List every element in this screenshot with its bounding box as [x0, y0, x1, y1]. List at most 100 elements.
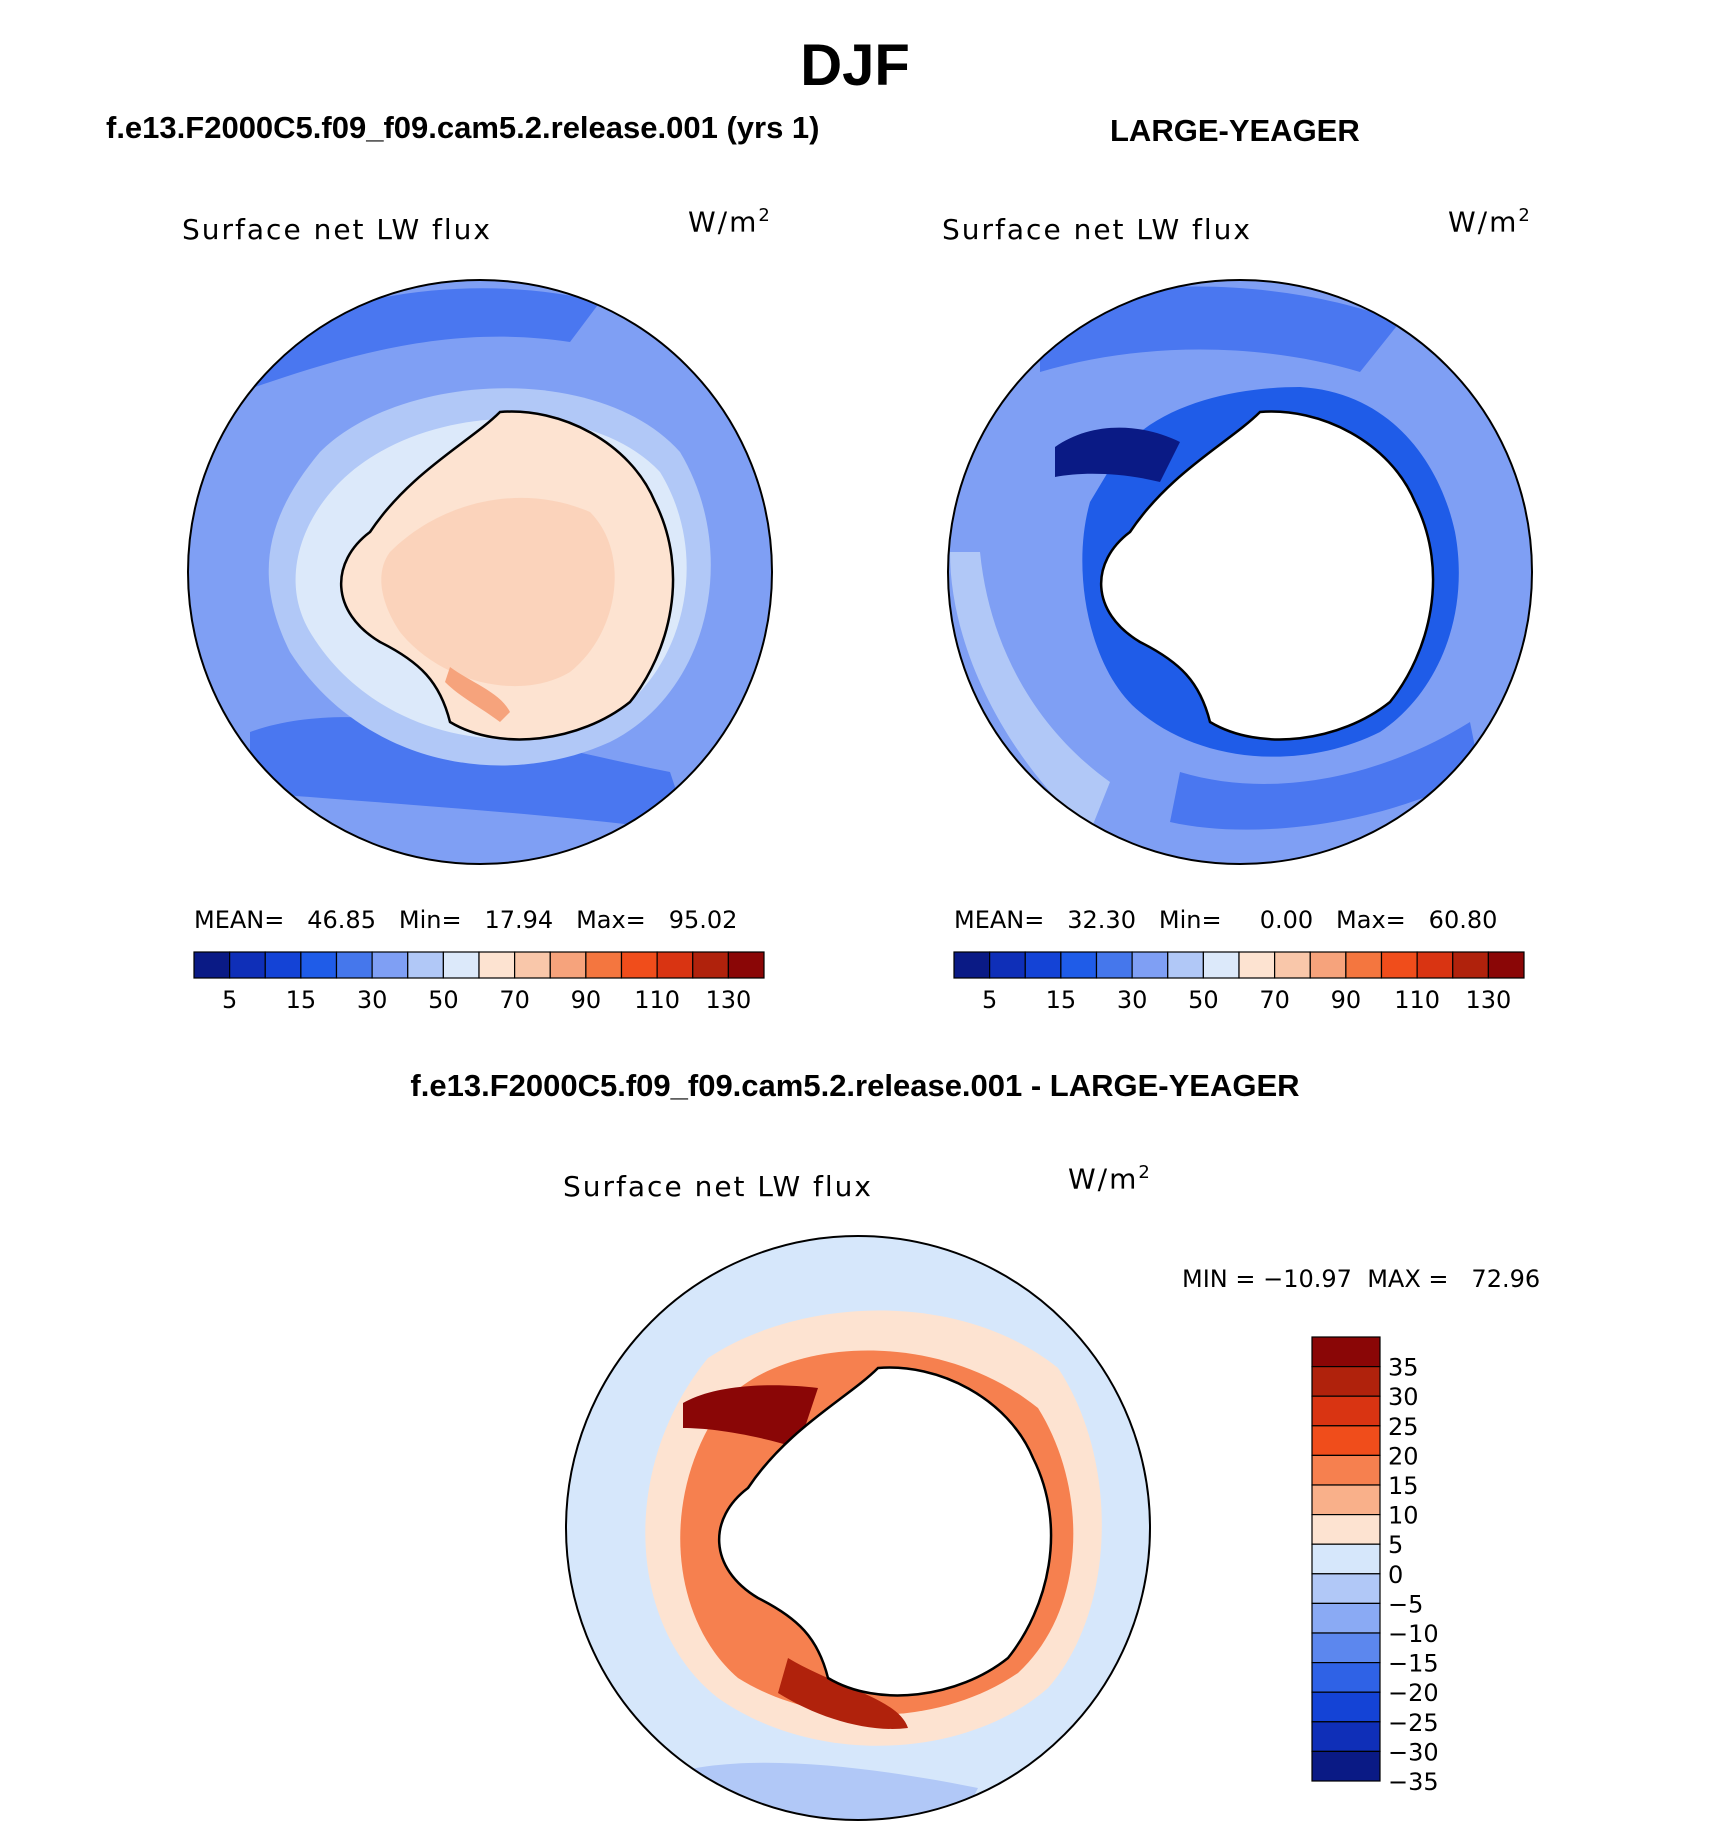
colorbar-tick-label: 10: [1388, 1502, 1419, 1530]
colorbar-tick-label: 5: [222, 986, 237, 1014]
colorbar-tick-label: 30: [1117, 986, 1148, 1014]
diff-stats: MIN = −10.97 MAX = 72.96: [1182, 1265, 1541, 1293]
colorbar-swatch: [1416, 951, 1454, 979]
colorbar-tick-label: 130: [1465, 986, 1511, 1014]
colorbar-tick-label: 25: [1388, 1413, 1419, 1441]
colorbar-tick-label: 15: [1046, 986, 1077, 1014]
colorbar-swatch: [1060, 951, 1098, 979]
obs-land-mask: [1101, 411, 1434, 740]
colorbar-swatch: [1311, 1425, 1381, 1457]
model-colorbar: 5 15 30 50 70 90 110 130: [193, 951, 765, 1014]
colorbar-swatch: [1024, 951, 1062, 979]
colorbar-swatch: [1309, 951, 1347, 979]
model-polar-map: [187, 279, 773, 865]
model-coastline: [339, 410, 675, 741]
colorbar-swatch: [1311, 1336, 1381, 1368]
obs-stats: MEAN= 32.30 Min= 0.00 Max= 60.80: [954, 906, 1498, 934]
colorbar-tick-label: 50: [428, 986, 459, 1014]
diff-weddell-max: [683, 1385, 818, 1448]
colorbar-tick-label: −30: [1388, 1738, 1439, 1766]
colorbar-swatch: [1311, 1366, 1381, 1397]
colorbar-swatch: [656, 951, 694, 979]
model-interior-warm: [381, 497, 615, 687]
diff-coastline: [717, 1366, 1053, 1697]
colorbar-swatch: [407, 951, 444, 979]
model-ross-warm-patch: [445, 667, 510, 722]
colorbar-tick-label: 15: [1388, 1472, 1419, 1500]
colorbar-tick-label: 35: [1388, 1354, 1419, 1382]
model-ocean-band-south: [250, 717, 690, 832]
colorbar-swatch: [264, 951, 302, 979]
colorbar-swatch: [549, 951, 587, 979]
colorbar-swatch: [1131, 951, 1169, 979]
colorbar-swatch: [585, 951, 623, 979]
diff-units: W/m2: [1068, 1162, 1152, 1196]
colorbar-tick-label: 5: [1388, 1531, 1403, 1559]
colorbar-swatch: [1311, 1662, 1381, 1693]
obs-field-title: Surface net LW flux: [942, 213, 1252, 246]
colorbar-swatch: [193, 951, 231, 979]
colorbar-swatch: [1095, 951, 1133, 979]
colorbar-tick-label: −25: [1388, 1709, 1439, 1737]
right-case-title: LARGE-YEAGER: [1110, 113, 1360, 148]
colorbar-tick-label: 5: [982, 986, 997, 1014]
colorbar-tick-label: 70: [1259, 986, 1290, 1014]
colorbar-tick-label: 50: [1188, 986, 1219, 1014]
page-title: DJF: [800, 33, 910, 98]
colorbar-swatch: [442, 951, 480, 979]
colorbar-swatch: [1311, 1750, 1381, 1782]
model-field-title: Surface net LW flux: [182, 213, 492, 246]
colorbar-swatch: [1311, 1484, 1381, 1516]
colorbar-swatch: [1311, 1395, 1381, 1427]
model-map-border: [187, 279, 773, 865]
colorbar-swatch: [989, 951, 1026, 979]
colorbar-swatch: [1274, 951, 1311, 979]
colorbar-swatch: [727, 951, 765, 979]
colorbar-tick-label: 90: [1331, 986, 1362, 1014]
colorbar-tick-label: −15: [1388, 1650, 1439, 1678]
colorbar-tick-label: 30: [357, 986, 388, 1014]
colorbar-swatch: [229, 951, 266, 979]
obs-ocean-band-south: [1170, 722, 1480, 830]
colorbar-swatch: [1487, 951, 1525, 979]
colorbar-tick-label: −35: [1388, 1768, 1439, 1796]
obs-ocean-band-north: [1040, 286, 1400, 372]
obs-colorbar: 5 15 30 50 70 90 110 130: [953, 951, 1525, 1014]
colorbar-tick-label: −5: [1388, 1590, 1423, 1618]
obs-ocean-light-west: [950, 552, 1110, 832]
colorbar-swatch: [1311, 1721, 1381, 1752]
obs-units: W/m2: [1448, 205, 1532, 239]
model-units: W/m2: [688, 205, 772, 239]
obs-map-border: [947, 279, 1533, 865]
diff-ross-high: [778, 1658, 908, 1729]
model-stats: MEAN= 46.85 Min= 17.94 Max= 95.02: [194, 906, 738, 934]
colorbar-swatch: [692, 951, 729, 979]
obs-polar-map: [947, 279, 1533, 865]
colorbar-swatch: [1345, 951, 1383, 979]
colorbar-swatch: [478, 951, 516, 979]
colorbar-swatch: [1311, 1632, 1381, 1664]
obs-weddell-low: [1055, 427, 1180, 482]
colorbar-tick-label: 20: [1388, 1442, 1419, 1470]
colorbar-swatch: [514, 951, 551, 979]
colorbar-swatch: [1311, 1573, 1381, 1605]
colorbar-swatch: [1311, 1454, 1381, 1486]
colorbar-tick-label: −10: [1388, 1620, 1439, 1648]
colorbar-swatch: [335, 951, 373, 979]
colorbar-tick-label: 90: [571, 986, 602, 1014]
colorbar-tick-label: 110: [1394, 986, 1440, 1014]
colorbar-tick-label: −20: [1388, 1679, 1439, 1707]
colorbar-swatch: [620, 951, 658, 979]
diff-polar-map: [565, 1235, 1151, 1821]
colorbar-tick-label: 0: [1388, 1561, 1403, 1589]
left-case-title: f.e13.F2000C5.f09_f09.cam5.2.release.001…: [106, 110, 820, 145]
diff-field-title: Surface net LW flux: [563, 1170, 873, 1203]
colorbar-swatch: [1380, 951, 1418, 979]
colorbar-tick-label: 30: [1388, 1383, 1419, 1411]
colorbar-swatch: [300, 951, 338, 979]
obs-coastline: [1099, 410, 1435, 741]
colorbar-swatch: [1202, 951, 1240, 979]
colorbar-tick-label: 130: [705, 986, 751, 1014]
colorbar-swatch: [1311, 1514, 1381, 1545]
